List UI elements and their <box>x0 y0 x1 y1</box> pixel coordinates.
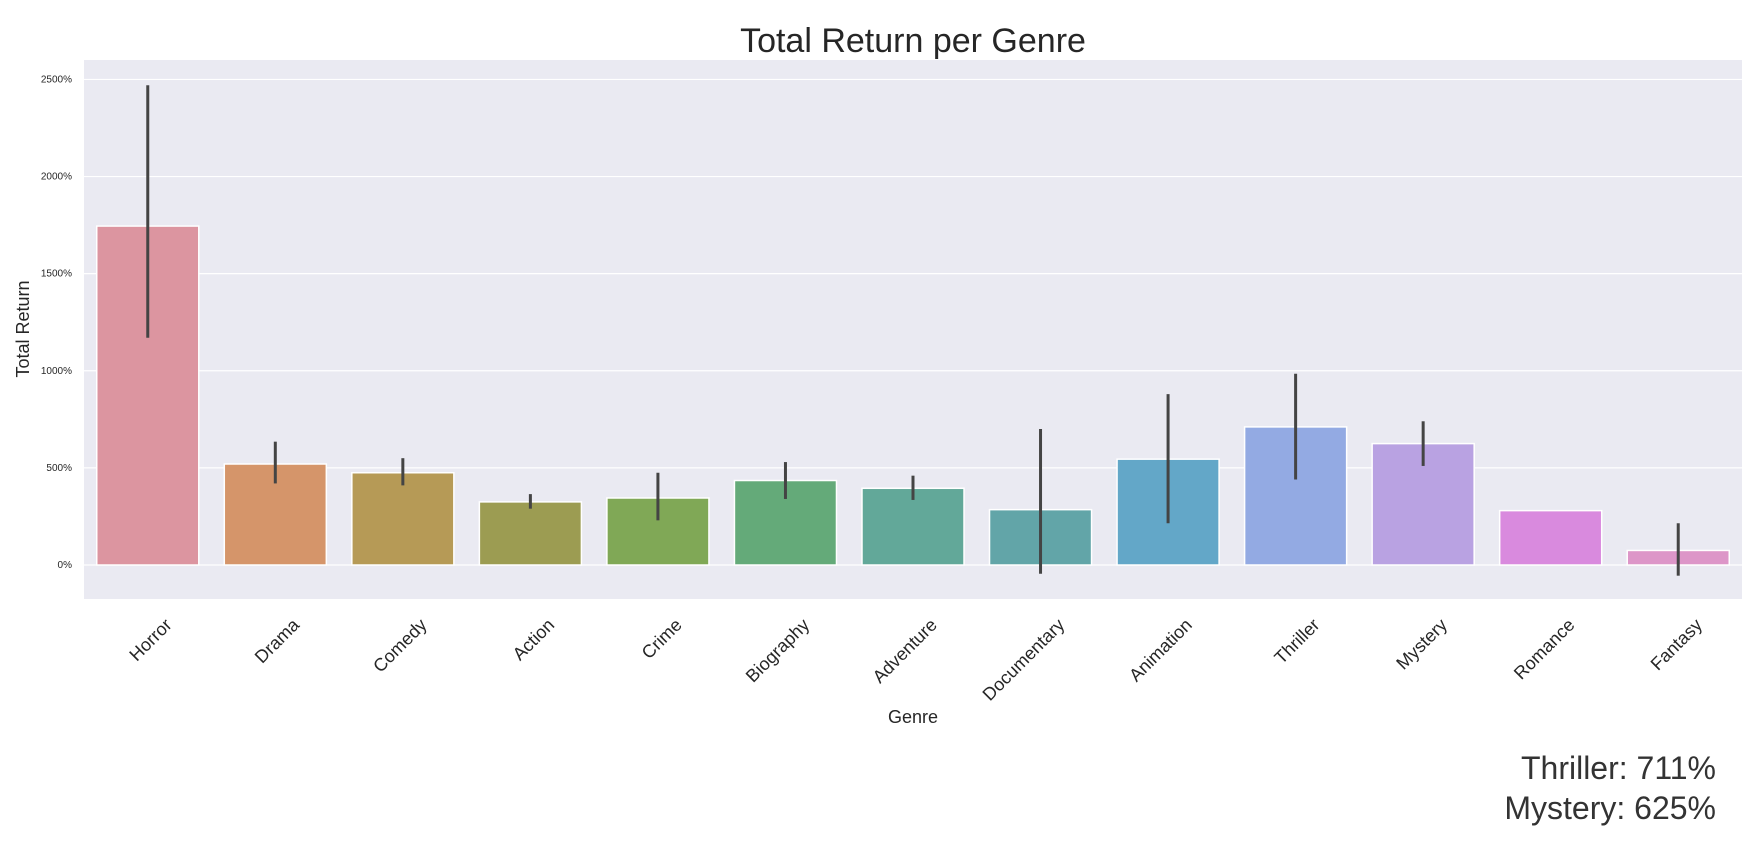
x-tick-label: Action <box>509 615 559 665</box>
x-tick-label: Romance <box>1510 615 1579 684</box>
x-axis-label: Genre <box>888 707 938 727</box>
x-tick-label: Horror <box>125 615 175 665</box>
y-tick-label: 0% <box>58 560 73 571</box>
y-tick-label: 2000% <box>41 172 72 183</box>
y-tick-label: 1500% <box>41 269 72 280</box>
annotation-box: Thriller: 711% Mystery: 625% <box>1504 748 1716 828</box>
error-bars <box>146 85 1680 576</box>
x-tick-label: Mystery <box>1392 615 1451 674</box>
annotation-thriller: Thriller: 711% <box>1520 750 1716 786</box>
x-axis-ticks: Horror Drama Comedy Action Crime Biography Adv… <box>125 614 1706 705</box>
bar <box>1498 509 1603 566</box>
bar <box>351 471 455 566</box>
annotation-mystery: Mystery: 625% <box>1504 790 1716 826</box>
x-tick-label: Animation <box>1125 615 1196 686</box>
y-axis-ticks: 0% 500% 1000% 1500% 2000% 2500% <box>41 74 72 571</box>
x-tick-label: Comedy <box>369 615 431 677</box>
y-axis-label: Total Return <box>13 280 33 377</box>
x-tick-label: Documentary <box>979 615 1069 705</box>
x-tick-label: Fantasy <box>1647 615 1706 674</box>
y-tick-label: 500% <box>46 463 72 474</box>
x-tick-label: Adventure <box>869 615 941 687</box>
chart-title: Total Return per Genre <box>740 22 1086 60</box>
bar <box>478 501 583 566</box>
x-tick-label: Drama <box>251 614 304 667</box>
x-tick-label: Thriller <box>1270 615 1323 668</box>
y-tick-label: 1000% <box>41 366 72 377</box>
x-tick-label: Crime <box>638 615 686 663</box>
y-tick-label: 2500% <box>41 74 72 85</box>
x-tick-label: Biography <box>742 615 813 686</box>
